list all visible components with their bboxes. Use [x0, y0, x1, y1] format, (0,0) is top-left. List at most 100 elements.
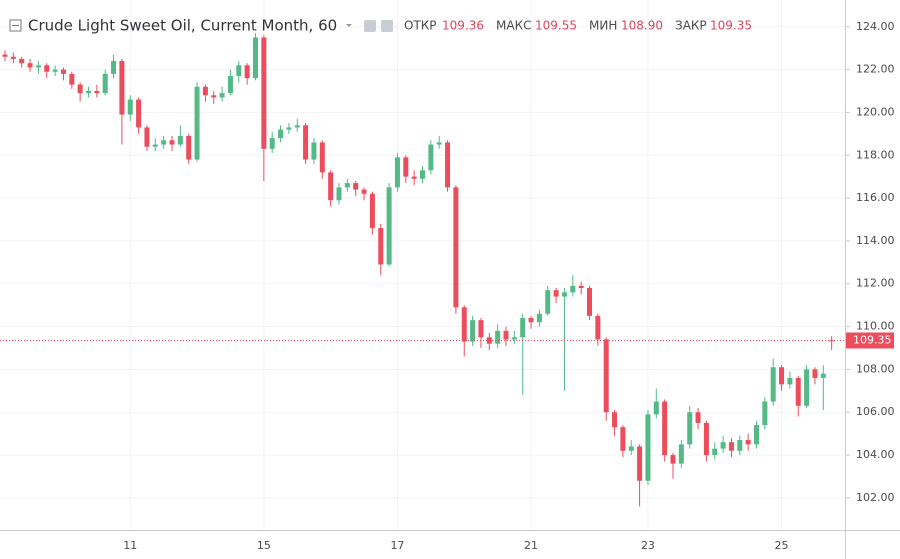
candle-body [420, 170, 425, 179]
candle-body [645, 414, 651, 481]
last-price-label: 109.35 [853, 333, 892, 346]
candle-body [570, 285, 576, 293]
x-tick-label: 23 [641, 539, 655, 552]
candle-body [386, 187, 392, 265]
candle-body [378, 228, 384, 265]
x-tick-label: 25 [775, 539, 789, 552]
candle-body [303, 125, 309, 160]
candle-body [595, 315, 601, 340]
candle-body [403, 157, 409, 177]
candle-body [620, 427, 626, 451]
candle-body [528, 318, 534, 323]
last-price-tag [846, 332, 894, 349]
candle-body [94, 91, 100, 94]
candle-body [219, 93, 225, 98]
y-tick-label: 102.00 [856, 491, 895, 504]
y-tick-label: 106.00 [856, 405, 895, 418]
candle-body [637, 446, 643, 481]
x-tick-label: 21 [524, 539, 538, 552]
candle-body [820, 373, 826, 378]
candle-body [737, 440, 743, 451]
candle-body [670, 455, 676, 464]
candle-body [445, 142, 451, 188]
candle-body [177, 135, 183, 145]
candle-body [695, 412, 701, 423]
candle-body [394, 157, 400, 188]
candle-body [278, 129, 284, 139]
candle-body [19, 58, 25, 64]
candle-body [369, 193, 375, 229]
candle-body [60, 69, 66, 74]
dropdown-arrow[interactable] [346, 24, 352, 27]
candle-body [779, 367, 785, 385]
y-tick-label: 108.00 [856, 362, 895, 375]
candle-body [119, 61, 125, 115]
candle-body [612, 412, 618, 428]
candle-body [603, 339, 609, 413]
candle-body [536, 313, 542, 323]
candle-body [478, 320, 484, 338]
candle-body [520, 318, 526, 338]
candle-body [186, 135, 192, 160]
candle-body [754, 425, 759, 445]
candle-body [127, 99, 133, 115]
candle-body [111, 61, 117, 74]
candle-body [244, 65, 250, 79]
candle-body [286, 127, 292, 130]
candle-body [269, 138, 275, 149]
candle-body [461, 307, 467, 342]
open-value: 109.36 [442, 19, 484, 33]
hide-icon[interactable] [381, 20, 393, 32]
candle-body [728, 442, 734, 451]
candle-body [2, 54, 8, 57]
x-tick-label: 15 [257, 539, 271, 552]
y-tick-label: 114.00 [856, 234, 895, 247]
candle-body [353, 183, 359, 190]
candle-body [294, 125, 300, 128]
low-label: МИН [589, 19, 617, 33]
candle-body [745, 440, 751, 445]
y-tick-label: 124.00 [856, 20, 895, 33]
candle-body [77, 84, 83, 94]
candle-body [152, 144, 158, 147]
y-tick-label: 110.00 [856, 320, 895, 333]
candle-body [787, 377, 793, 385]
candle-body [628, 446, 634, 451]
low-value: 108.90 [621, 19, 663, 33]
close-label: ЗАКР [675, 19, 707, 33]
candle-body [712, 448, 718, 456]
candle-body [578, 285, 584, 289]
x-tick-label: 11 [123, 539, 137, 552]
candle-body [470, 320, 476, 342]
candle-body [169, 140, 175, 145]
candle-body [86, 91, 91, 94]
candle-body [328, 172, 334, 201]
candle-body [69, 73, 75, 85]
candle-body [795, 377, 801, 406]
x-tick-label: 17 [390, 539, 404, 552]
close-value: 109.35 [710, 19, 752, 33]
candle-body [161, 140, 167, 145]
candle-body [762, 401, 768, 426]
candle-body [319, 142, 325, 173]
candle-body [553, 290, 559, 297]
candle-body [10, 56, 16, 59]
candle-body [35, 65, 41, 68]
candle-body [344, 183, 350, 188]
candle-body [336, 187, 342, 201]
candle-body [453, 187, 459, 308]
candle-body [261, 37, 267, 149]
plot-area [0, 0, 845, 530]
candle-body [44, 65, 50, 72]
candle-body [561, 292, 567, 297]
candle-body [587, 288, 592, 316]
candle-body [703, 422, 709, 456]
settings-icon[interactable] [364, 20, 376, 32]
candle-body [361, 189, 367, 194]
candle-body [136, 99, 142, 128]
y-tick-label: 122.00 [856, 63, 895, 76]
candle-body [495, 330, 501, 344]
candle-body [411, 176, 417, 179]
